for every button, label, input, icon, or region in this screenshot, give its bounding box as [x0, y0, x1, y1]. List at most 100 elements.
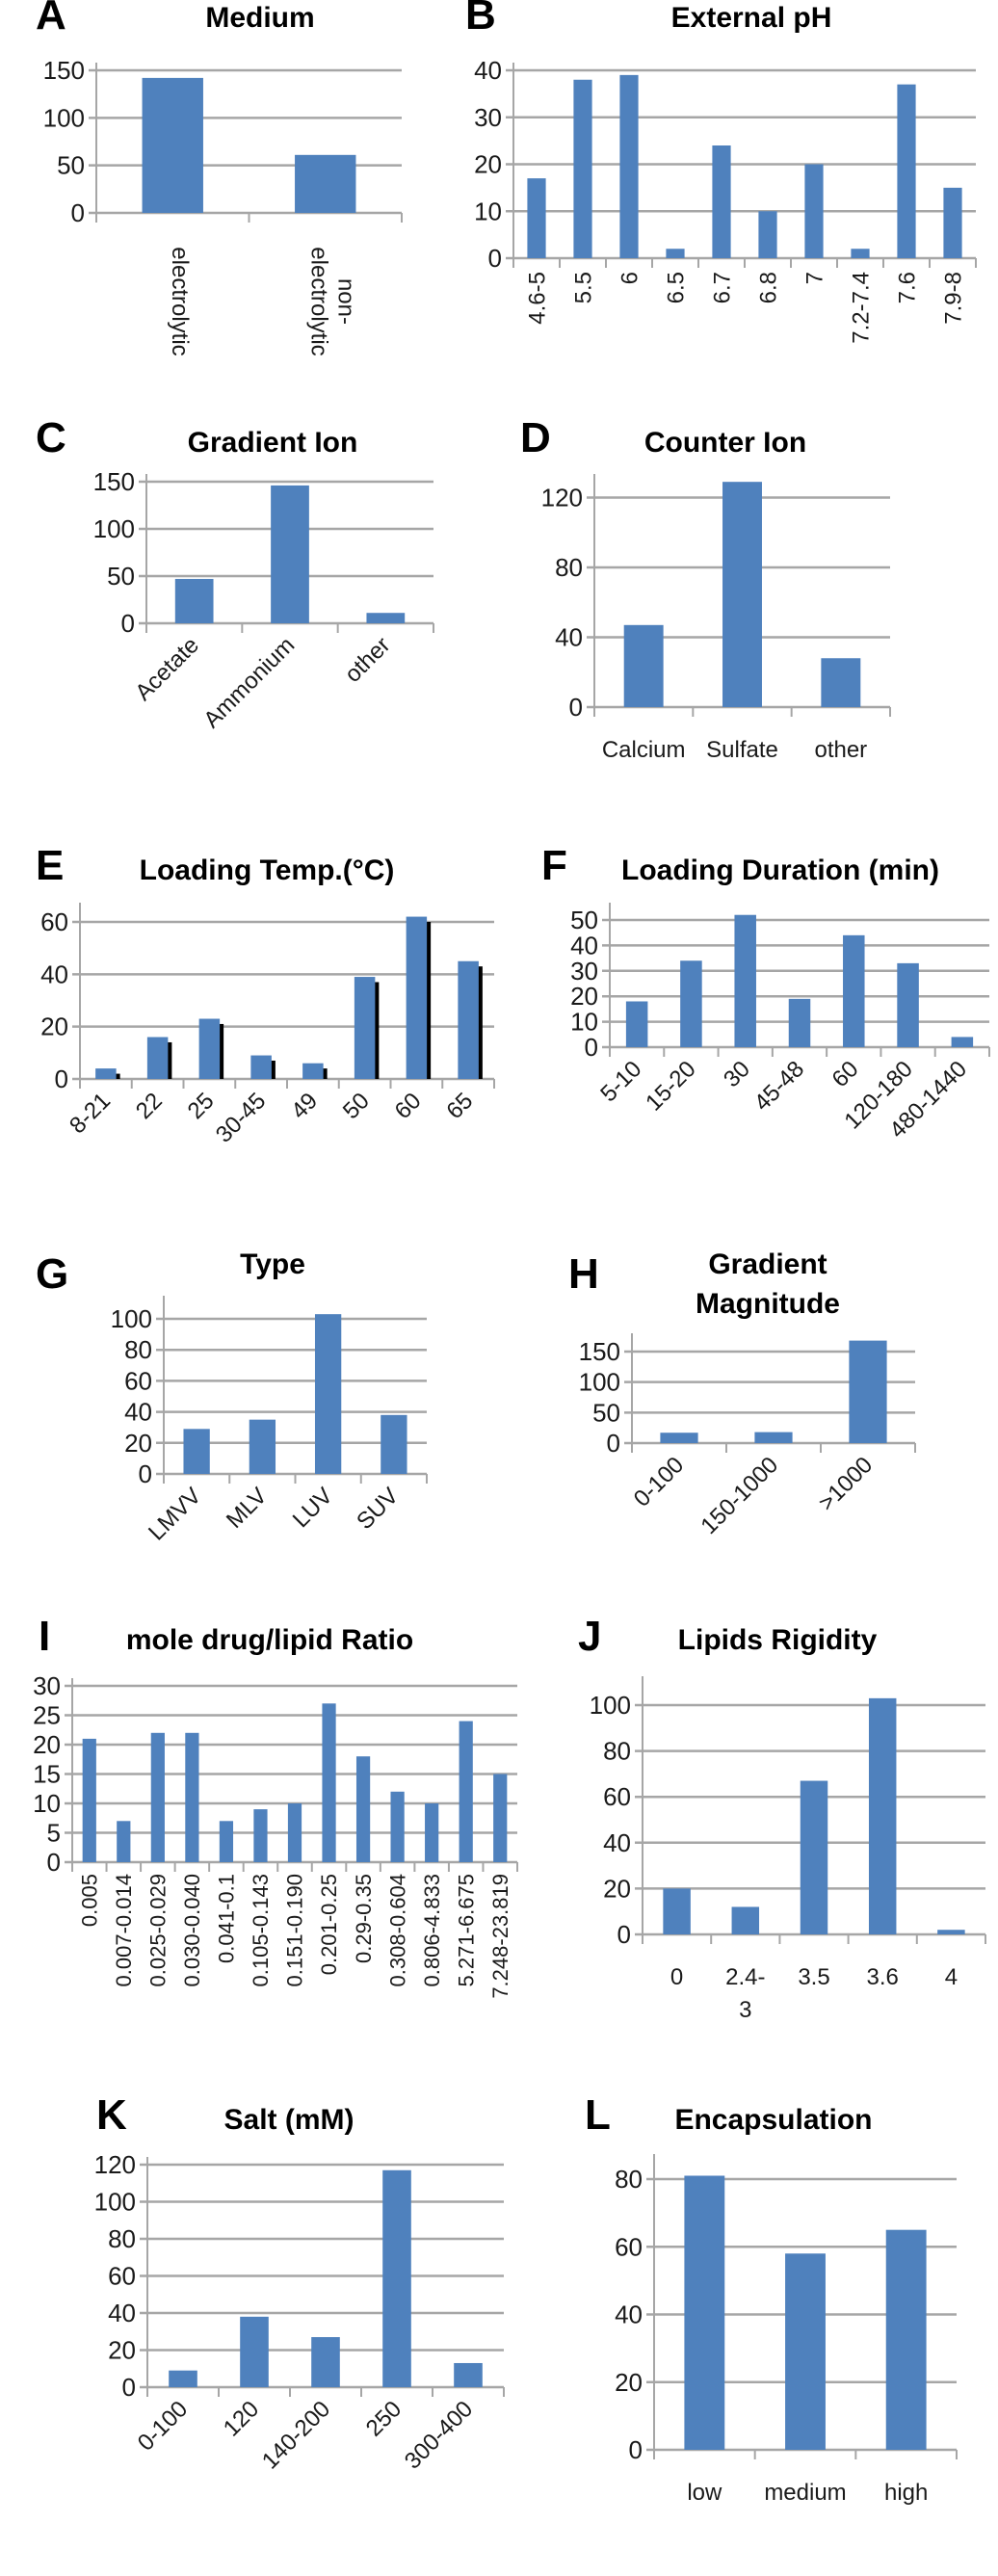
x-category-label: 6: [617, 272, 643, 284]
bar-5: [253, 1809, 268, 1862]
x-category-label: 0.308-0.604: [385, 1874, 409, 1986]
y-tick-label: 40: [555, 623, 583, 652]
x-category-label: 0-100: [629, 1452, 690, 1512]
chart-title: Encapsulation: [674, 2104, 872, 2136]
y-tick-label: 60: [615, 2232, 643, 2261]
y-tick-label: 0: [488, 244, 502, 273]
chart-title: Gradient Ion: [188, 427, 358, 459]
x-category-label: 140-200: [257, 2396, 335, 2474]
bar-0: [95, 1068, 117, 1079]
bar-0: [183, 1429, 210, 1474]
x-category-label: 30: [719, 1056, 755, 1092]
y-tick-label: 60: [108, 2262, 136, 2291]
x-category-label: low: [687, 2480, 722, 2506]
bar-2: [619, 74, 639, 258]
bar-6: [287, 1803, 302, 1862]
bar-4: [302, 1063, 324, 1079]
x-category-label: 6.7: [709, 272, 735, 303]
chart-title: Counter Ion: [644, 427, 806, 459]
bar-8: [897, 84, 916, 258]
panel-letter: H: [568, 1250, 599, 1298]
y-tick-label: 20: [474, 150, 502, 179]
chart-title: Loading Duration (min): [621, 854, 939, 886]
chart-title: Medium: [205, 2, 314, 34]
x-category-label: Ammonium: [198, 632, 300, 733]
y-tick-label: 10: [33, 1789, 61, 1818]
bar-3: [185, 1732, 199, 1862]
x-category-label: 7.2-7.4: [848, 272, 874, 344]
panel-letter: J: [578, 1613, 601, 1660]
bar-5: [897, 962, 919, 1047]
y-tick-label: 150: [93, 467, 135, 496]
panel-letter: D: [520, 414, 551, 461]
y-tick-label: 100: [111, 1304, 152, 1333]
x-category-label: 60: [390, 1088, 427, 1124]
bar-12: [493, 1774, 508, 1862]
bar-7: [851, 249, 870, 258]
bar-3: [666, 249, 685, 258]
y-tick-label: 20: [570, 982, 598, 1011]
y-tick-label: 150: [579, 1337, 620, 1366]
chart-title: Type: [240, 1249, 305, 1280]
panel-letter: K: [96, 2091, 127, 2139]
y-tick-label: 50: [107, 562, 135, 591]
y-tick-label: 40: [615, 2300, 643, 2329]
bar-1: [146, 1037, 169, 1079]
y-tick-label: 0: [617, 1920, 631, 1949]
x-category-label: Acetate: [130, 632, 204, 706]
y-tick-label: 20: [124, 1429, 152, 1458]
bar-1: [754, 1432, 793, 1443]
y-tick-label: 20: [615, 2368, 643, 2397]
y-tick-label: 50: [570, 906, 598, 934]
chart-title: mole drug/lipid Ratio: [126, 1624, 413, 1656]
x-category-label: 45-48: [749, 1056, 810, 1117]
bar-shadow: [322, 1068, 328, 1079]
y-tick-label: 10: [474, 197, 502, 225]
x-category-label: other: [814, 737, 867, 763]
y-tick-label: 80: [108, 2224, 136, 2253]
y-tick-label: 20: [33, 1730, 61, 1759]
x-category-label: SUV: [352, 1483, 404, 1535]
chart-panel-f: F Loading Duration (min)010203040505-1015…: [541, 842, 990, 1143]
bar-shadow: [374, 982, 380, 1079]
x-category-label: 15-20: [641, 1056, 701, 1117]
y-tick-label: 40: [474, 56, 502, 85]
bar-3: [381, 1414, 407, 1474]
bar-2: [311, 2337, 340, 2387]
bar-0: [169, 2370, 197, 2387]
bar-7: [322, 1703, 336, 1862]
panel-letter: I: [39, 1613, 50, 1660]
y-tick-label: 10: [570, 1008, 598, 1037]
bar-9: [943, 187, 962, 258]
x-category-label: 60: [827, 1056, 864, 1092]
chart-title: Salt (mM): [224, 2104, 355, 2136]
x-category-label: 5.271-6.675: [454, 1874, 478, 1986]
y-tick-label: 0: [629, 2435, 643, 2464]
panel-letter: L: [585, 2091, 611, 2139]
x-category-label: LUV: [288, 1483, 338, 1533]
bar-11: [459, 1721, 473, 1862]
panel-letter: F: [541, 842, 567, 889]
y-tick-label: 40: [124, 1398, 152, 1427]
x-category-label: 7.6: [894, 272, 920, 303]
chart-panel-b: B External pH 0 10 20 30 40 4.6-5 5.5 6 6.5 6.7 6.8 7…: [465, 0, 977, 344]
bar-3: [788, 998, 811, 1047]
bar-5: [758, 211, 777, 258]
y-tick-label: 5: [47, 1819, 61, 1848]
x-category-label: 30-45: [211, 1088, 272, 1148]
bar-1: [240, 2316, 269, 2387]
panel-letter: B: [465, 0, 496, 39]
x-category-label: 0: [670, 1964, 683, 1990]
x-category-label: 0-100: [133, 2396, 194, 2457]
bar-4: [454, 2362, 483, 2387]
bar-2: [849, 1340, 887, 1443]
chart-title: External pH: [671, 2, 832, 34]
y-tick-label: 0: [121, 609, 135, 638]
bar-4: [937, 1930, 965, 1934]
x-category-label: 5.5: [570, 272, 596, 303]
bar-0: [174, 578, 214, 623]
bar-2: [198, 1018, 221, 1079]
